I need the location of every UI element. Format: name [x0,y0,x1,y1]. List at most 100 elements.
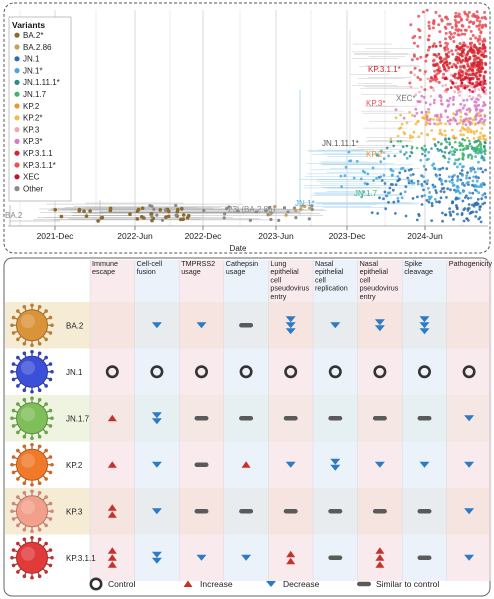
tree-tip [399,192,403,196]
virus-icon [10,442,54,487]
tree-tip [482,39,486,43]
legend-entry-label: KP.2 [23,102,40,111]
tree-tip [424,148,428,151]
virus-icon [10,303,54,348]
increase-arrow [375,554,385,561]
tree-tip [475,84,478,88]
legend-title: Variants [12,20,45,30]
virus-spike-tip [22,481,27,486]
tree-tip [300,204,304,208]
matrix-cell [151,461,162,468]
virus-body [16,355,48,388]
tree-tip [443,46,447,50]
control-symbol [373,365,387,379]
tree-tip [460,84,464,88]
tree-tip [419,158,423,162]
tree-tip [362,190,366,194]
column-header-line: usage [226,267,246,276]
tree-tip [429,95,433,98]
tree-tip [458,172,462,175]
tree-tip [464,28,468,32]
tree-tip [477,136,480,140]
virus-spike-tip [11,331,16,335]
tree-tip [477,27,481,31]
tree-tip [469,29,473,33]
tree-tip [435,200,438,204]
tree-tip [458,15,462,19]
tree-tip [385,146,389,150]
tree-tip [475,185,479,188]
legend-entry-label: KP.3.1.1 [23,149,53,158]
tree-tip [82,209,86,214]
matrix-cell [196,554,207,561]
tree-tip [474,146,477,150]
tree-tip [417,214,421,218]
column-header: Lung epithelial cell pseudovirus entry [270,259,309,301]
legend-swatch [14,56,20,62]
tree-tip [444,41,448,45]
tree-tip [483,152,487,155]
column-header-line: usage [181,267,201,276]
tree-tip [408,154,412,158]
tree-tip [166,214,171,219]
tree-tip [236,209,240,213]
legend-entry-label: BA.2.86 [23,43,52,52]
tree-tip [475,189,478,193]
tree-tip [459,28,463,32]
tree-tip [400,196,404,200]
tree-tip [417,14,421,18]
tree-tip [366,172,370,176]
tree-tip [472,61,476,65]
column-header: Cell-cell fusion [137,259,163,276]
column-header-line: entry [270,292,286,301]
tree-tip [481,109,484,112]
tree-tip [457,12,461,16]
tree-tip [448,31,452,34]
matrix-cell [151,551,162,564]
tree-tip [409,173,413,177]
tree-tip [307,217,311,221]
tree-tip [454,11,458,15]
tree-tip [454,28,458,32]
tree-tip [447,99,450,103]
column-header-line: cell [315,275,326,284]
matrix-symbols [105,316,476,568]
tree-tip [432,137,436,141]
tree-tip [457,157,461,161]
tree-tip [465,181,469,185]
matrix-cell [194,509,209,514]
tree-tip [473,123,477,126]
tree-tip [476,68,479,72]
legend-swatch [14,44,20,50]
virus-spike-tip [44,402,48,406]
tree-tip [465,113,468,116]
column-header: Nasal epithelial cell replication [315,259,348,293]
tree-tip [458,73,462,77]
tree-tip [413,73,416,76]
tree-tip [479,205,482,208]
tree-tip [441,211,444,215]
tree-tip [483,79,487,83]
decrease-arrow [330,458,341,465]
column-header-line: Cathepsin [226,259,258,268]
tree-tip [372,179,375,182]
column-header-line: cell [360,275,371,284]
matrix-cell [328,509,343,514]
virus-highlight [21,500,35,515]
tree-tip [88,209,92,213]
tree-tip [476,56,480,60]
tree-tip [459,110,462,114]
tree-tip [462,165,465,168]
tree-tip [423,194,427,197]
tree-tip [389,183,393,186]
tree-tip [343,174,347,178]
tree-tip [463,104,466,107]
tree-tip [442,72,446,76]
tree-tip [482,158,486,162]
tree-tip [449,86,453,89]
tree-tip [437,168,441,171]
tree-tip [449,213,452,216]
tree-tip [418,35,422,39]
control-symbol [105,365,119,379]
